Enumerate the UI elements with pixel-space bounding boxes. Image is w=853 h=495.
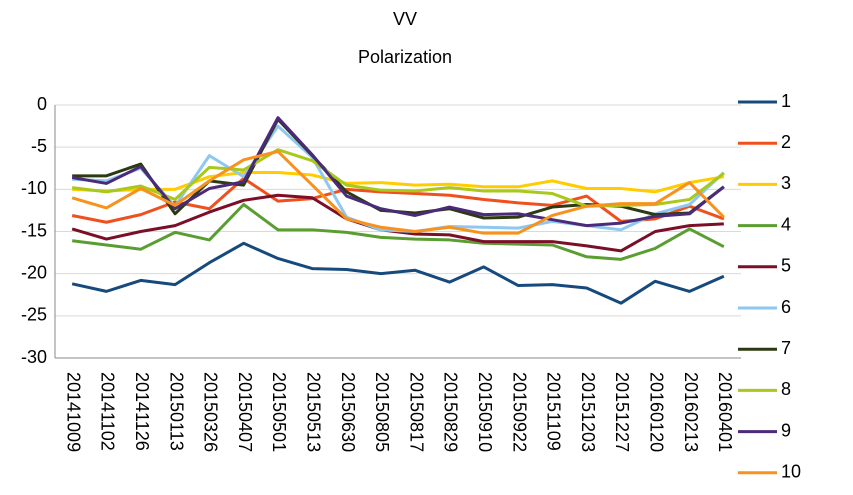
chart-title: Polarization	[358, 47, 452, 67]
legend-label: 10	[781, 462, 801, 482]
x-tick-label: 20141102	[98, 372, 118, 451]
y-tick-label: -10	[21, 178, 47, 198]
series-line	[72, 124, 725, 233]
x-tick-label: 20150326	[201, 372, 221, 452]
y-tick-label: -5	[31, 136, 47, 156]
x-tick-label: 20160401	[715, 372, 735, 452]
series-line	[71, 203, 725, 261]
x-tick-label: 20151203	[578, 372, 598, 452]
legend-label: 5	[781, 256, 791, 276]
series-line	[71, 241, 725, 305]
series-line	[71, 149, 725, 235]
series-line	[71, 148, 725, 208]
legend-label: 8	[781, 379, 791, 399]
series-line	[71, 116, 725, 228]
x-tick-label: 20150113	[166, 372, 186, 451]
x-tick-label: 20150910	[475, 372, 495, 452]
x-tick-label: 20141009	[63, 372, 83, 452]
x-tick-label: 20150817	[406, 372, 426, 452]
x-tick-label: 20151227	[612, 372, 632, 452]
y-tick-label: 0	[37, 94, 47, 114]
legend-label: 6	[781, 297, 791, 317]
x-tick-label: 20150407	[235, 372, 255, 452]
chart-title: VV	[393, 9, 417, 29]
legend-label: 3	[781, 173, 791, 193]
x-tick-label: 20150501	[269, 372, 289, 452]
series-line	[72, 170, 725, 194]
x-tick-label: 20150805	[372, 372, 392, 452]
x-tick-label: 20150630	[338, 372, 358, 452]
y-tick-label: -15	[21, 220, 47, 240]
x-tick-label: 20151109	[544, 372, 564, 451]
x-tick-label: 20160213	[681, 372, 701, 452]
legend-label: 9	[781, 420, 791, 440]
y-tick-label: -20	[21, 262, 47, 282]
legend-label: 7	[781, 338, 791, 358]
legend-label: 2	[781, 132, 791, 152]
x-tick-label: 20150513	[304, 372, 324, 452]
x-tick-label: 20141126	[132, 372, 152, 451]
x-tick-label: 20150922	[509, 372, 529, 452]
y-tick-label: -30	[21, 347, 47, 367]
x-tick-label: 20160120	[647, 372, 667, 452]
legend-label: 1	[781, 91, 791, 111]
y-tick-label: -25	[21, 305, 47, 325]
x-tick-label: 20150829	[441, 372, 461, 452]
legend-label: 4	[781, 214, 791, 234]
